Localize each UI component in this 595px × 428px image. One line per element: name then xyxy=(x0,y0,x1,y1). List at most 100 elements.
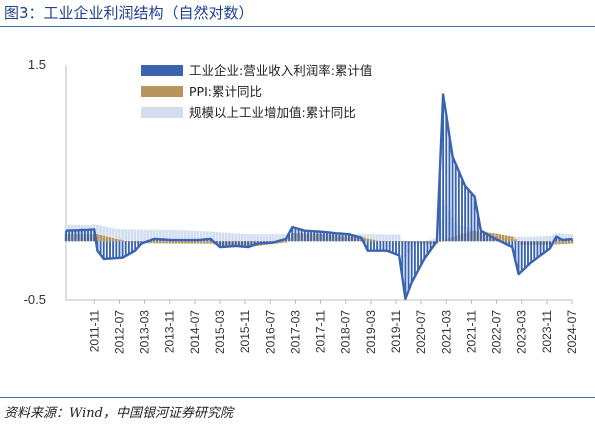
bar-profit-margin xyxy=(322,231,325,242)
bar-industrial-value-added xyxy=(564,233,568,242)
bar-profit-margin xyxy=(542,241,545,253)
bar-ppi xyxy=(369,239,373,242)
bar-industrial-value-added xyxy=(130,229,134,242)
bar-profit-margin xyxy=(407,241,410,291)
bar-industrial-value-added xyxy=(149,229,153,242)
bar-industrial-value-added xyxy=(375,234,379,242)
x-tick-label: 2021-03 xyxy=(439,310,453,354)
x-tick-label: 2012-07 xyxy=(112,310,126,354)
bar-profit-margin xyxy=(404,241,407,299)
bar-profit-margin xyxy=(225,241,228,247)
bar-industrial-value-added xyxy=(218,232,222,242)
bar-profit-margin xyxy=(413,241,416,277)
bar-profit-margin xyxy=(357,236,360,242)
bar-industrial-value-added xyxy=(551,234,555,242)
bar-profit-margin xyxy=(344,233,347,242)
bar-ppi xyxy=(507,235,511,242)
bar-profit-margin xyxy=(376,241,379,251)
bar-industrial-value-added xyxy=(140,229,143,242)
bar-profit-margin xyxy=(80,230,83,242)
bar-industrial-value-added xyxy=(108,227,112,242)
legend-profit-margin-label: 工业企业:营业收入利润率:累计值 xyxy=(189,63,372,78)
bar-profit-margin xyxy=(473,196,476,242)
bar-ppi xyxy=(514,239,517,242)
bar-profit-margin xyxy=(549,241,551,249)
legend-industrial-value-added-swatch xyxy=(141,107,183,118)
legend-industrial-value-added-label: 规模以上工业增加值:累计同比 xyxy=(189,105,356,120)
bar-profit-margin xyxy=(523,241,526,269)
bar-profit-margin xyxy=(514,241,517,261)
bar-profit-margin xyxy=(429,241,432,251)
bar-profit-margin xyxy=(539,241,542,256)
bar-ppi xyxy=(567,241,571,244)
bar-industrial-value-added xyxy=(382,234,385,242)
bar-industrial-value-added xyxy=(391,234,395,242)
bar-industrial-value-added xyxy=(202,231,206,242)
bar-profit-margin xyxy=(247,241,250,248)
legend-ppi-swatch xyxy=(141,86,183,97)
bar-profit-margin xyxy=(90,229,93,242)
bar-ppi xyxy=(564,241,568,244)
bar-ppi xyxy=(149,241,153,244)
bar-ppi xyxy=(202,241,206,244)
bar-ppi xyxy=(190,241,194,244)
bar-industrial-value-added xyxy=(102,226,106,242)
bar-ppi xyxy=(372,239,376,242)
bar-ppi xyxy=(162,241,165,244)
bar-profit-margin xyxy=(105,241,108,259)
bar-ppi xyxy=(121,240,124,242)
bar-ppi xyxy=(196,241,200,244)
bar-ppi xyxy=(174,241,178,244)
bar-industrial-value-added xyxy=(278,234,282,242)
bar-industrial-value-added xyxy=(256,234,260,242)
bar-profit-margin xyxy=(65,230,67,242)
bar-ppi xyxy=(504,235,508,242)
bar-profit-margin xyxy=(219,241,221,248)
bar-industrial-value-added xyxy=(231,233,234,242)
x-tick-label: 2015-11 xyxy=(238,310,252,353)
bar-profit-margin xyxy=(451,156,454,242)
bar-profit-margin xyxy=(505,241,507,244)
bar-profit-margin xyxy=(325,232,328,242)
bar-industrial-value-added xyxy=(526,236,530,242)
bar-ppi xyxy=(171,241,175,244)
bar-profit-margin xyxy=(410,241,413,283)
bar-profit-margin xyxy=(517,241,520,275)
x-tick-label: 2020-07 xyxy=(414,310,428,354)
bar-industrial-value-added xyxy=(514,236,517,242)
bar-industrial-value-added xyxy=(136,229,140,242)
bar-profit-margin xyxy=(467,189,470,242)
bar-profit-margin xyxy=(508,241,511,246)
bar-profit-margin xyxy=(492,237,495,242)
bar-industrial-value-added xyxy=(397,234,401,242)
bar-industrial-value-added xyxy=(388,234,392,242)
bar-industrial-value-added xyxy=(177,230,181,242)
bar-industrial-value-added xyxy=(121,229,124,242)
bar-ppi xyxy=(558,241,561,245)
bar-profit-margin xyxy=(533,241,536,261)
bar-profit-margin xyxy=(545,241,548,251)
bar-profit-margin xyxy=(134,241,137,251)
bar-ppi xyxy=(554,241,558,245)
bar-ppi xyxy=(193,241,197,244)
bar-ppi xyxy=(495,233,498,242)
bar-profit-margin xyxy=(332,233,335,242)
bar-profit-margin xyxy=(99,241,102,255)
bar-profit-margin xyxy=(373,241,375,251)
bar-ppi xyxy=(102,235,106,242)
bar-industrial-value-added xyxy=(394,234,398,242)
bar-industrial-value-added xyxy=(180,230,184,242)
bar-industrial-value-added xyxy=(539,236,542,242)
bar-ppi xyxy=(284,241,288,243)
bar-profit-margin xyxy=(388,241,391,252)
bar-profit-margin xyxy=(382,241,385,251)
x-tick-label: 2011-11 xyxy=(87,310,101,353)
bar-profit-margin xyxy=(426,241,429,255)
bar-ppi xyxy=(99,234,102,242)
bar-profit-margin xyxy=(395,241,397,255)
bar-profit-margin xyxy=(222,241,225,247)
bar-profit-margin xyxy=(294,228,297,242)
bar-industrial-value-added xyxy=(234,233,238,242)
bar-industrial-value-added xyxy=(570,234,574,242)
bar-profit-margin xyxy=(237,241,240,247)
